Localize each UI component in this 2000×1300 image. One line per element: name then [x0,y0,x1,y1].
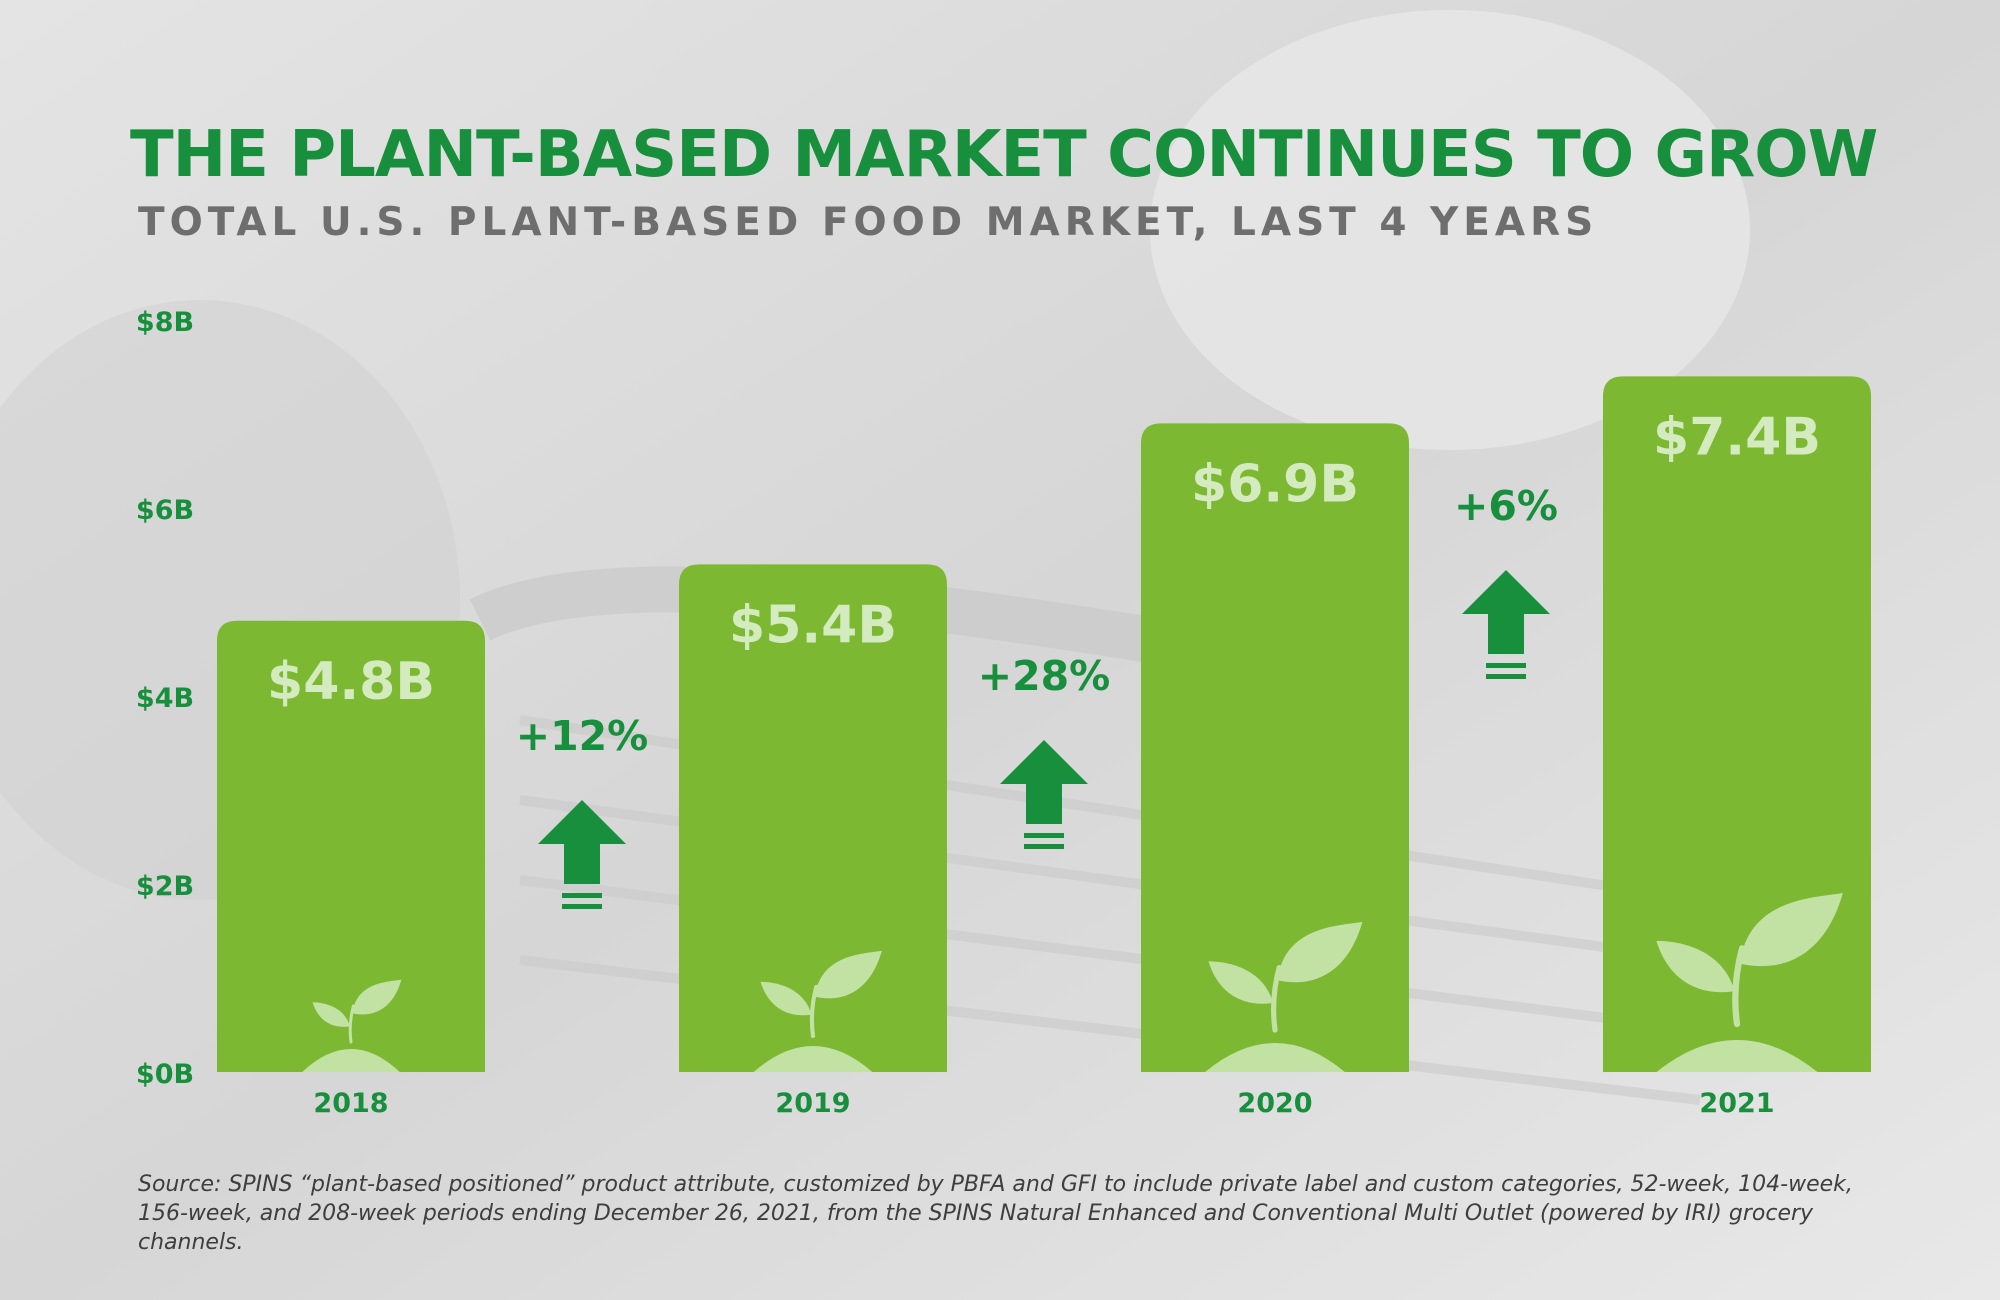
bar-2021 [1603,376,1871,1072]
y-tick-label: $2B [136,871,194,902]
sprout-stem [1271,965,1282,1033]
arrow-line [562,904,602,909]
arrow-line [1024,844,1064,849]
up-arrow-icon [538,800,626,884]
bar-value-label: $4.8B [267,652,435,712]
sprout-stem [348,1004,355,1044]
y-tick-label: $6B [136,495,194,526]
sprout-leaf-left [1656,940,1735,993]
y-tick-label: $4B [136,683,194,714]
bar-2019 [679,564,947,1072]
y-tick-label: $8B [136,307,194,338]
sprout-leaf-left [1208,961,1273,1004]
growth-label: +6% [1454,482,1558,530]
chart-subtitle: TOTAL U.S. PLANT-BASED FOOD MARKET, LAST… [138,200,1599,245]
x-tick-label: 2019 [775,1088,850,1119]
growth-label: +28% [978,652,1111,700]
bar-2020 [1141,423,1409,1072]
x-tick-label: 2018 [313,1088,388,1119]
arrow-line [1486,674,1526,679]
sprout-icon [753,1046,873,1072]
sprout-stem [809,984,819,1039]
sprout-leaf-right [352,979,402,1015]
up-arrow-icon [1000,740,1088,824]
arrow-line [562,893,602,898]
x-tick-label: 2020 [1237,1088,1312,1119]
sprout-leaf-left [312,1002,350,1027]
sprout-icon [302,1049,400,1072]
sprout-icon [1656,1040,1818,1072]
sprout-icon [1205,1043,1345,1072]
sprout-leaf-right [1277,921,1363,983]
sprout-leaf-left [760,981,812,1016]
source-note: Source: SPINS “plant-based positioned” p… [138,1172,1853,1255]
arrow-line [1024,833,1064,838]
arrow-line [1486,663,1526,668]
chart-title: THE PLANT-BASED MARKET CONTINUES TO GROW [130,118,1878,192]
bar-value-label: $6.9B [1191,454,1359,514]
x-tick-label: 2021 [1699,1088,1774,1119]
growth-label: +12% [516,712,649,760]
bar-value-label: $5.4B [729,595,897,655]
sprout-leaf-right [814,950,882,999]
bar-2018 [217,620,485,1072]
y-tick-label: $0B [136,1059,194,1090]
sprout-leaf-right [1739,892,1843,967]
up-arrow-icon [1462,570,1550,654]
sprout-stem [1732,945,1746,1028]
bar-value-label: $7.4B [1653,407,1821,467]
